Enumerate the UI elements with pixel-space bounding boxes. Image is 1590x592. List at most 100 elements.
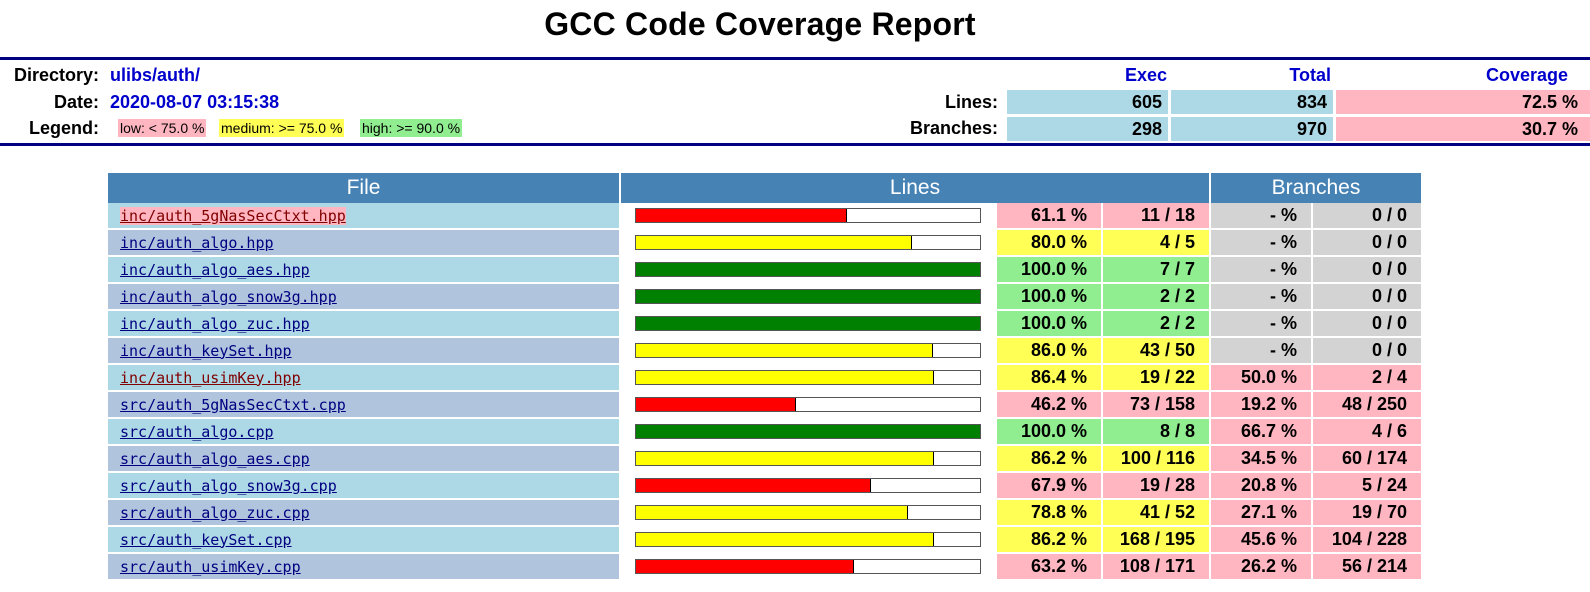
table-row: src/auth_algo_zuc.cpp 78.8 % 41 / 52 27.1 %… (108, 500, 1421, 527)
branch-coverage-count: 2 / 4 (1313, 365, 1421, 392)
line-coverage-count: 100 / 116 (1103, 446, 1209, 473)
table-row: src/auth_algo_snow3g.cpp 67.9 % 19 / 28 20.… (108, 473, 1421, 500)
file-link[interactable]: src/auth_algo_aes.cpp (120, 449, 310, 468)
file-link[interactable]: src/auth_keySet.cpp (120, 530, 292, 549)
branch-coverage-count: 0 / 0 (1313, 338, 1421, 365)
branches-column-header: Branches (1211, 173, 1421, 203)
file-link[interactable]: inc/auth_algo_aes.hpp (120, 260, 310, 279)
line-coverage-percent: 63.2 % (997, 554, 1101, 581)
file-cell: inc/auth_algo_zuc.hpp (108, 311, 619, 338)
line-coverage-percent: 46.2 % (997, 392, 1101, 419)
file-cell: inc/auth_usimKey.hpp (108, 365, 619, 392)
coverage-bar-fill (636, 209, 848, 222)
line-coverage-percent: 67.9 % (997, 473, 1101, 500)
coverage-bar (635, 451, 981, 466)
coverage-bar-fill (636, 290, 980, 303)
coverage-bar-cell (621, 284, 995, 311)
summary-branches-total: 970 (1171, 117, 1333, 141)
branch-coverage-percent: - % (1211, 311, 1311, 338)
line-coverage-percent: 100.0 % (997, 311, 1101, 338)
date-value: 2020-08-07 03:15:38 (110, 92, 280, 112)
file-link[interactable]: src/auth_usimKey.cpp (120, 557, 301, 576)
file-cell: inc/auth_5gNasSecCtxt.hpp (108, 203, 619, 230)
file-link[interactable]: inc/auth_keySet.hpp (120, 341, 292, 360)
branch-coverage-count: 19 / 70 (1313, 500, 1421, 527)
coverage-bar-fill (636, 506, 909, 519)
line-coverage-percent: 100.0 % (997, 257, 1101, 284)
file-link[interactable]: inc/auth_usimKey.hpp (120, 368, 301, 387)
coverage-bar-cell (621, 230, 995, 257)
legend-label: Legend: (29, 118, 99, 138)
file-link[interactable]: src/auth_algo_zuc.cpp (120, 503, 310, 522)
line-coverage-count: 19 / 28 (1103, 473, 1209, 500)
branch-coverage-percent: - % (1211, 257, 1311, 284)
summary-lines-coverage-value: 72.5 % (1522, 92, 1579, 112)
line-coverage-count: 41 / 52 (1103, 500, 1209, 527)
line-coverage-count: 2 / 2 (1103, 284, 1209, 311)
branch-coverage-count: 56 / 214 (1313, 554, 1421, 581)
file-link[interactable]: inc/auth_algo_zuc.hpp (120, 314, 310, 333)
coverage-table: File Lines Branches inc/auth_5gNasSecCtx… (106, 173, 1423, 581)
summary-lines-exec: 605 (1007, 90, 1168, 114)
coverage-bar-cell (621, 419, 995, 446)
file-column-header: File (108, 173, 619, 203)
file-cell: inc/auth_algo_snow3g.hpp (108, 284, 619, 311)
file-link[interactable]: inc/auth_algo.hpp (120, 233, 274, 252)
table-header-row: File Lines Branches (108, 173, 1421, 203)
file-cell: src/auth_5gNasSecCtxt.cpp (108, 392, 619, 419)
table-row: src/auth_algo_aes.cpp 86.2 % 100 / 116 34.5… (108, 446, 1421, 473)
coverage-bar-fill (636, 452, 934, 465)
table-row: src/auth_algo.cpp 100.0 % 8 / 8 66.7 % 4 / 6 (108, 419, 1421, 446)
directory-label: Directory: (13, 65, 99, 85)
branch-coverage-count: 0 / 0 (1313, 311, 1421, 338)
line-coverage-percent: 86.2 % (997, 527, 1101, 554)
table-row: src/auth_usimKey.cpp 63.2 % 108 / 171 26.2 … (108, 554, 1421, 581)
coverage-bar-cell (621, 338, 995, 365)
branch-coverage-percent: 20.8 % (1211, 473, 1311, 500)
coverage-bar-cell (621, 500, 995, 527)
coverage-bar-fill (636, 317, 980, 330)
branch-coverage-percent: 34.5 % (1211, 446, 1311, 473)
line-coverage-count: 19 / 22 (1103, 365, 1209, 392)
file-link[interactable]: src/auth_5gNasSecCtxt.cpp (120, 395, 346, 414)
coverage-bar-cell (621, 203, 995, 230)
file-cell: inc/auth_algo.hpp (108, 230, 619, 257)
page-title: GCC Code Coverage Report (544, 6, 976, 42)
line-coverage-percent: 86.0 % (997, 338, 1101, 365)
file-cell: src/auth_usimKey.cpp (108, 554, 619, 581)
coverage-bar (635, 505, 981, 520)
coverage-bar (635, 343, 981, 358)
line-coverage-percent: 86.4 % (997, 365, 1101, 392)
branch-coverage-percent: - % (1211, 203, 1311, 230)
table-row: inc/auth_algo_snow3g.hpp 100.0 % 2 / 2- % 0… (108, 284, 1421, 311)
coverage-bar-fill (636, 263, 980, 276)
file-link[interactable]: src/auth_algo_snow3g.cpp (120, 476, 337, 495)
line-coverage-percent: 100.0 % (997, 419, 1101, 446)
branch-coverage-percent: 27.1 % (1211, 500, 1311, 527)
top-divider (0, 57, 1590, 60)
file-link[interactable]: src/auth_algo.cpp (120, 422, 274, 441)
file-link[interactable]: inc/auth_5gNasSecCtxt.hpp (120, 206, 346, 225)
line-coverage-percent: 86.2 % (997, 446, 1101, 473)
line-coverage-count: 43 / 50 (1103, 338, 1209, 365)
table-row: inc/auth_5gNasSecCtxt.hpp 61.1 % 11 / 18- … (108, 203, 1421, 230)
coverage-bar-fill (636, 236, 913, 249)
file-link[interactable]: inc/auth_algo_snow3g.hpp (120, 287, 337, 306)
coverage-bar-fill (636, 533, 934, 546)
line-coverage-percent: 80.0 % (997, 230, 1101, 257)
branch-coverage-count: 4 / 6 (1313, 419, 1421, 446)
coverage-bar (635, 316, 981, 331)
branch-coverage-count: 0 / 0 (1313, 284, 1421, 311)
coverage-bar-cell (621, 446, 995, 473)
branch-coverage-count: 5 / 24 (1313, 473, 1421, 500)
coverage-bar (635, 235, 981, 250)
table-row: src/auth_5gNasSecCtxt.cpp 46.2 % 73 / 158 1… (108, 392, 1421, 419)
line-coverage-count: 2 / 2 (1103, 311, 1209, 338)
legend-low: low: < 75.0 % (118, 119, 207, 137)
line-coverage-count: 168 / 195 (1103, 527, 1209, 554)
line-coverage-percent: 100.0 % (997, 284, 1101, 311)
summary-branches-coverage-value: 30.7 % (1522, 119, 1579, 139)
lines-column-header: Lines (621, 173, 1209, 203)
branch-coverage-count: 0 / 0 (1313, 203, 1421, 230)
branch-coverage-count: 0 / 0 (1313, 257, 1421, 284)
